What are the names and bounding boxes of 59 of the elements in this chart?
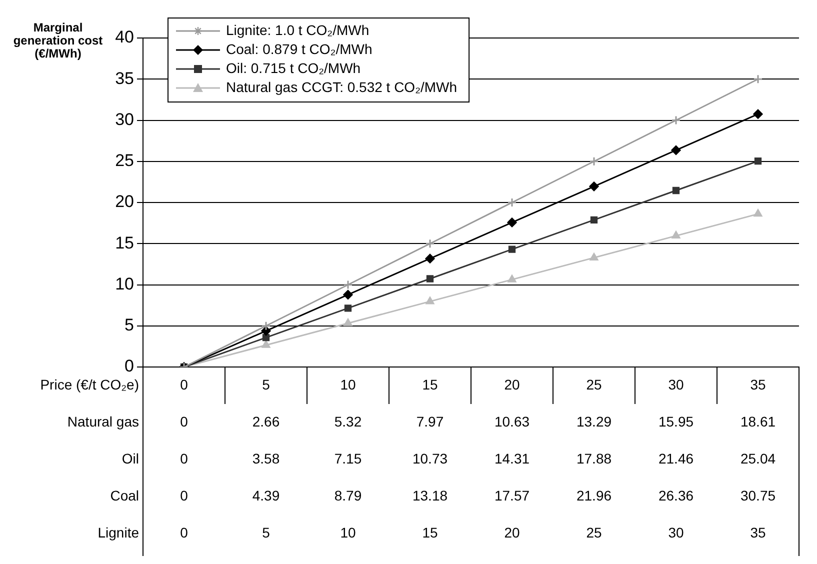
data-label: 30.75 [740, 487, 776, 504]
data-label: 3.58 [252, 450, 280, 466]
data-label: 10.73 [412, 450, 448, 466]
x-tick-label: 5 [262, 376, 270, 392]
y-tick-label: 25 [115, 151, 134, 170]
data-label: 10.63 [494, 413, 530, 430]
y-tick-label: 5 [124, 316, 134, 335]
y-tick-label: 30 [115, 110, 134, 129]
y-tick-label: 40 [115, 28, 134, 47]
legend-label: Lignite: 1.0 t CO₂/MWh [226, 22, 370, 38]
x-tick-label: 30 [668, 376, 684, 392]
data-label: 26.36 [658, 487, 694, 504]
data-label: 10 [340, 524, 356, 540]
data-label: 17.88 [576, 450, 612, 466]
y-tick-label: 35 [115, 68, 134, 88]
data-label: 0 [180, 413, 188, 430]
x-tick-label: 0 [180, 376, 188, 392]
data-label: 8.79 [334, 487, 362, 504]
data-label: 0 [180, 450, 188, 466]
data-label: 0 [180, 487, 188, 504]
data-label: 15 [422, 524, 438, 540]
data-label: 21.46 [658, 450, 694, 466]
data-label: 14.31 [494, 450, 530, 466]
text: Lignite [98, 524, 140, 540]
x-tick-label: 35 [750, 376, 766, 392]
x-tick-label: 20 [504, 376, 520, 392]
data-label: 25.04 [740, 450, 776, 466]
y-axis-title: Marginal generation cost (€/MWh) [13, 20, 103, 60]
data-label: 5 [262, 524, 270, 540]
legend-label: Oil: 0.715 t CO₂/MWh [226, 60, 361, 76]
text: Oil [122, 450, 139, 466]
data-label: 17.57 [494, 487, 530, 504]
data-label: 35 [750, 524, 766, 540]
data-label: 13.29 [576, 413, 612, 430]
data-label: 0 [180, 524, 188, 540]
data-label: 18.61 [740, 413, 776, 430]
data-label: 15.95 [658, 413, 694, 430]
data-label: 5.32 [334, 413, 362, 430]
data-label: 2.66 [252, 413, 280, 430]
y-tick-label: 20 [115, 192, 134, 212]
x-axis-title: Price (€/t CO₂e) [40, 376, 139, 392]
data-label: 13.18 [412, 487, 448, 504]
data-label: 4.39 [252, 487, 280, 504]
text: Coal [110, 487, 139, 504]
data-label: 20 [504, 524, 520, 540]
text: Natural gas [67, 413, 139, 430]
x-tick-label: 15 [422, 376, 438, 392]
data-label: 25 [586, 524, 602, 540]
x-tick-label: 10 [340, 376, 356, 392]
y-tick-label: 15 [115, 233, 134, 252]
data-label: 30 [668, 524, 684, 540]
legend-label: Coal: 0.879 t CO₂/MWh [226, 40, 372, 57]
data-label: 7.15 [334, 450, 362, 466]
x-tick-label: 25 [586, 376, 602, 392]
legend-label: Natural gas CCGT: 0.532 t CO₂/MWh [226, 78, 458, 95]
data-label: 7.97 [416, 413, 444, 430]
data-label: 21.96 [576, 487, 612, 504]
y-tick-label: 0 [124, 356, 134, 376]
y-tick-label: 10 [115, 274, 134, 294]
